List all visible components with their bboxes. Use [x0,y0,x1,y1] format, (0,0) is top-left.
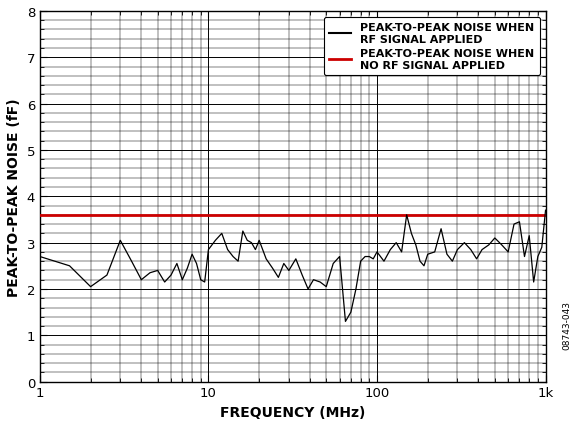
Legend: PEAK-TO-PEAK NOISE WHEN
RF SIGNAL APPLIED, PEAK-TO-PEAK NOISE WHEN
NO RF SIGNAL : PEAK-TO-PEAK NOISE WHEN RF SIGNAL APPLIE… [324,17,540,76]
Text: 08743-043: 08743-043 [562,300,571,349]
X-axis label: FREQUENCY (MHz): FREQUENCY (MHz) [220,405,365,419]
Y-axis label: PEAK-TO-PEAK NOISE (fF): PEAK-TO-PEAK NOISE (fF) [7,98,21,296]
